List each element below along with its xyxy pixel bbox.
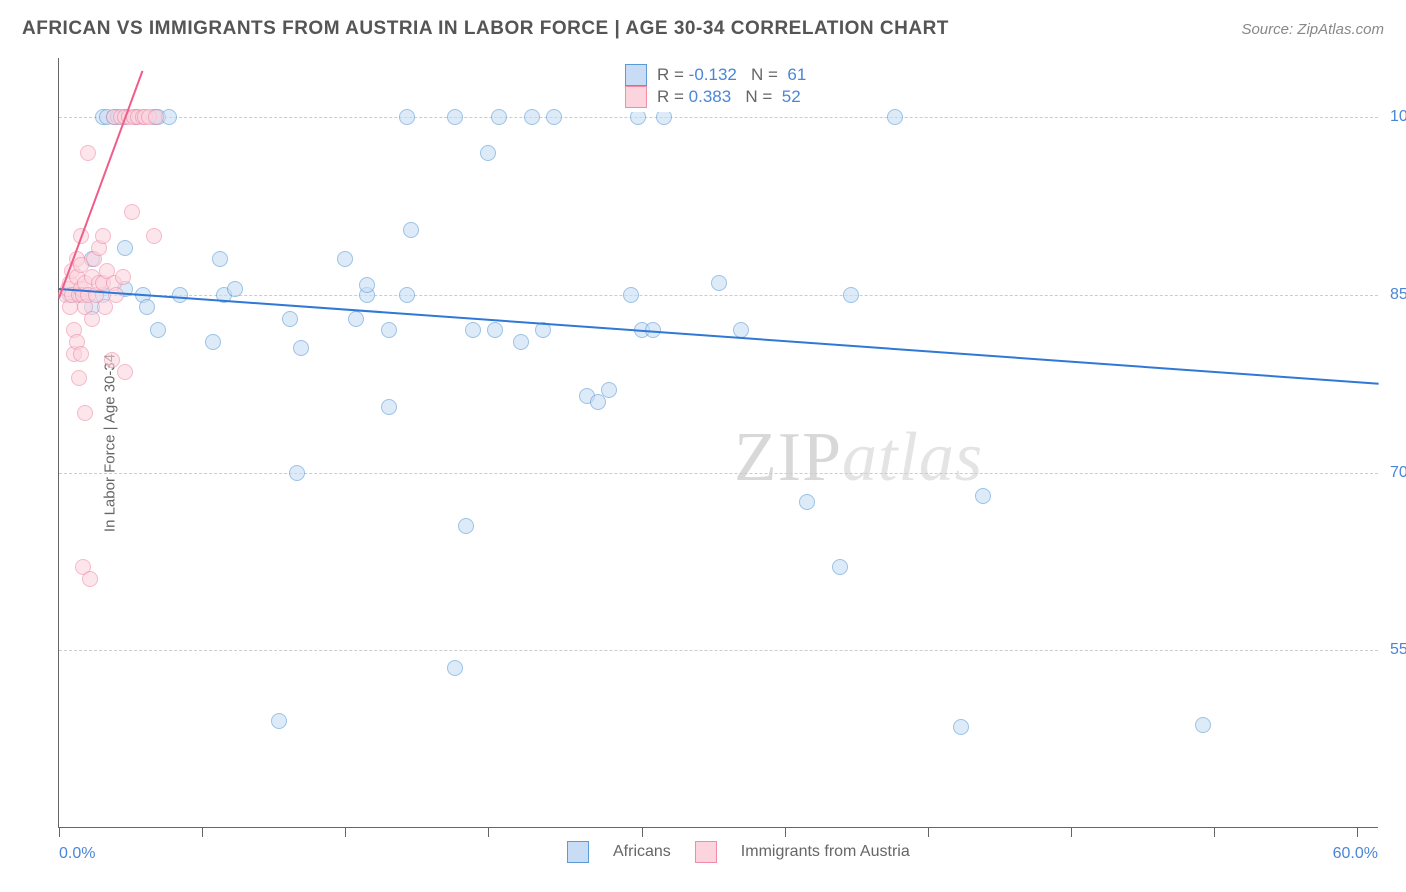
data-point: [71, 370, 87, 386]
legend-swatch: [625, 86, 647, 108]
data-point: [403, 222, 419, 238]
data-point: [711, 275, 727, 291]
x-tick: [642, 827, 643, 837]
x-tick: [1357, 827, 1358, 837]
data-point: [513, 334, 529, 350]
data-point: [117, 364, 133, 380]
data-point: [117, 240, 133, 256]
y-tick-label: 85.0%: [1382, 286, 1406, 304]
gridline: [59, 473, 1378, 474]
stats-text: R = -0.132 N = 61: [657, 65, 806, 85]
scatter-plot: In Labor Force | Age 30-34 ZIPatlas 55.0…: [58, 58, 1378, 828]
x-tick: [785, 827, 786, 837]
data-point: [447, 109, 463, 125]
data-point: [524, 109, 540, 125]
x-tick: [1071, 827, 1072, 837]
data-point: [227, 281, 243, 297]
legend-swatch: [625, 64, 647, 86]
y-tick-label: 70.0%: [1382, 464, 1406, 482]
data-point: [887, 109, 903, 125]
legend-swatch: [567, 841, 589, 863]
data-point: [487, 322, 503, 338]
y-axis-label: In Labor Force | Age 30-34: [102, 353, 119, 531]
data-point: [77, 405, 93, 421]
data-point: [381, 399, 397, 415]
stats-row: R = 0.383 N = 52: [625, 86, 806, 108]
data-point: [381, 322, 397, 338]
data-point: [293, 340, 309, 356]
data-point: [212, 251, 228, 267]
trend-line: [59, 288, 1379, 385]
data-point: [447, 660, 463, 676]
x-axis-min-label: 0.0%: [59, 845, 95, 863]
data-point: [975, 488, 991, 504]
data-point: [271, 713, 287, 729]
data-point: [82, 571, 98, 587]
trend-line: [58, 71, 143, 299]
data-point: [953, 719, 969, 735]
x-axis-max-label: 60.0%: [1333, 845, 1378, 863]
legend-label: Africans: [613, 843, 671, 861]
data-point: [348, 311, 364, 327]
data-point: [623, 287, 639, 303]
data-point: [601, 382, 617, 398]
data-point: [465, 322, 481, 338]
data-point: [84, 311, 100, 327]
data-point: [843, 287, 859, 303]
data-point: [205, 334, 221, 350]
data-point: [148, 109, 164, 125]
stats-text: R = 0.383 N = 52: [657, 87, 801, 107]
data-point: [150, 322, 166, 338]
legend-label: Immigrants from Austria: [741, 843, 910, 861]
gridline: [59, 295, 1378, 296]
stats-legend: R = -0.132 N = 61R = 0.383 N = 52: [615, 60, 816, 112]
data-point: [1195, 717, 1211, 733]
data-point: [80, 145, 96, 161]
watermark: ZIPatlas: [734, 418, 983, 498]
chart-title: AFRICAN VS IMMIGRANTS FROM AUSTRIA IN LA…: [22, 18, 949, 40]
data-point: [799, 494, 815, 510]
data-point: [359, 277, 375, 293]
data-point: [146, 228, 162, 244]
data-point: [480, 145, 496, 161]
data-point: [139, 299, 155, 315]
x-tick: [59, 827, 60, 837]
x-tick: [928, 827, 929, 837]
data-point: [337, 251, 353, 267]
chart-source: Source: ZipAtlas.com: [1241, 21, 1384, 38]
y-tick-label: 100.0%: [1382, 108, 1406, 126]
data-point: [104, 352, 120, 368]
data-point: [399, 287, 415, 303]
data-point: [115, 269, 131, 285]
chart-header: AFRICAN VS IMMIGRANTS FROM AUSTRIA IN LA…: [0, 0, 1406, 48]
x-tick: [488, 827, 489, 837]
x-tick: [345, 827, 346, 837]
data-point: [289, 465, 305, 481]
gridline: [59, 117, 1378, 118]
data-point: [73, 346, 89, 362]
data-point: [95, 228, 111, 244]
data-point: [124, 204, 140, 220]
gridline: [59, 650, 1378, 651]
x-tick: [1214, 827, 1215, 837]
series-legend: Africans Immigrants from Austria: [567, 841, 910, 863]
y-tick-label: 55.0%: [1382, 641, 1406, 659]
data-point: [491, 109, 507, 125]
data-point: [282, 311, 298, 327]
legend-swatch: [695, 841, 717, 863]
data-point: [108, 287, 124, 303]
data-point: [172, 287, 188, 303]
data-point: [458, 518, 474, 534]
data-point: [832, 559, 848, 575]
data-point: [546, 109, 562, 125]
stats-row: R = -0.132 N = 61: [625, 64, 806, 86]
x-tick: [202, 827, 203, 837]
data-point: [399, 109, 415, 125]
